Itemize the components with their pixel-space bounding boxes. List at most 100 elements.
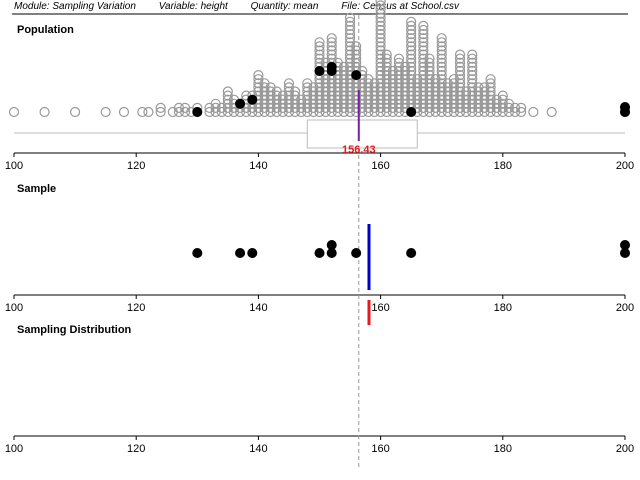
sample-point bbox=[620, 248, 630, 258]
population-point bbox=[418, 41, 429, 52]
population-point bbox=[406, 28, 417, 40]
population-box bbox=[306, 119, 418, 149]
x-tick-label-population: 200 bbox=[616, 160, 634, 172]
population-point bbox=[418, 37, 429, 48]
population-point bbox=[8, 106, 20, 118]
population-point bbox=[436, 53, 447, 64]
x-tick-label-sample: 160 bbox=[371, 302, 389, 314]
population-point bbox=[528, 106, 539, 118]
population-point bbox=[454, 53, 466, 64]
population-point bbox=[326, 45, 337, 56]
population-point bbox=[326, 49, 337, 60]
x-tick-label-distribution: 180 bbox=[494, 443, 512, 455]
population-point bbox=[351, 53, 362, 64]
population-point bbox=[406, 49, 417, 60]
population-point bbox=[454, 57, 466, 68]
sample-point bbox=[326, 248, 337, 258]
population-point bbox=[485, 86, 496, 97]
population-point bbox=[344, 12, 356, 23]
population-sampled-point bbox=[326, 61, 337, 72]
population-point bbox=[424, 53, 435, 64]
population-point bbox=[516, 106, 527, 118]
population-point bbox=[155, 102, 166, 114]
population-point bbox=[454, 69, 466, 81]
x-tick-label-population: 180 bbox=[494, 160, 512, 172]
population-point bbox=[351, 45, 362, 56]
population-point bbox=[381, 57, 392, 68]
population-point bbox=[375, 4, 386, 15]
population-point bbox=[467, 74, 478, 85]
x-tick-label-distribution: 100 bbox=[5, 443, 23, 455]
population-point bbox=[436, 37, 447, 48]
population-sampled-point bbox=[620, 102, 630, 112]
population-point bbox=[406, 33, 417, 44]
population-point bbox=[406, 45, 417, 56]
population-point bbox=[351, 41, 362, 52]
population-point bbox=[418, 33, 429, 44]
population-sampled-point bbox=[192, 107, 203, 117]
population-point bbox=[436, 69, 447, 81]
sample-point bbox=[247, 248, 258, 258]
population-point bbox=[485, 82, 496, 93]
sampling-distribution-title: Sampling Distribution bbox=[17, 324, 132, 336]
sample-point bbox=[235, 248, 246, 258]
population-point bbox=[344, 16, 356, 27]
population-point bbox=[467, 53, 478, 64]
population-point bbox=[375, 16, 386, 27]
population-point bbox=[516, 102, 527, 114]
file-label: File: Census at School.csv bbox=[341, 1, 460, 12]
population-point bbox=[454, 61, 466, 73]
population-point bbox=[497, 90, 508, 101]
x-tick-label-sample: 140 bbox=[249, 302, 267, 314]
population-point bbox=[375, 20, 386, 31]
population-mean-label: 156.43 bbox=[342, 144, 376, 156]
x-tick-label-sample: 100 bbox=[5, 302, 23, 314]
population-point bbox=[454, 78, 466, 89]
population-point bbox=[436, 45, 447, 56]
x-tick-label-population: 140 bbox=[249, 160, 267, 172]
population-point bbox=[406, 65, 417, 77]
population-point bbox=[326, 33, 337, 44]
population-point bbox=[381, 53, 392, 64]
sample-point bbox=[351, 248, 362, 258]
population-point bbox=[314, 49, 325, 60]
population-point bbox=[406, 53, 417, 64]
population-point bbox=[454, 65, 466, 77]
sample-title: Sample bbox=[17, 183, 56, 195]
x-tick-label-population: 100 bbox=[5, 160, 23, 172]
population-point bbox=[406, 61, 417, 73]
x-tick-label-sample: 180 bbox=[494, 302, 512, 314]
population-point bbox=[344, 20, 356, 31]
population-point bbox=[424, 61, 435, 73]
population-point bbox=[406, 20, 417, 31]
population-point bbox=[467, 61, 478, 73]
population-point bbox=[344, 28, 356, 40]
x-tick-label-distribution: 200 bbox=[616, 443, 634, 455]
population-point bbox=[467, 69, 478, 81]
sample-point bbox=[314, 248, 325, 258]
population-point bbox=[436, 49, 447, 60]
population-point bbox=[546, 106, 557, 118]
population-point bbox=[454, 74, 466, 85]
population-point bbox=[436, 33, 447, 44]
population-point bbox=[485, 78, 496, 89]
population-point bbox=[467, 49, 478, 60]
population-point bbox=[381, 49, 392, 60]
sample-point bbox=[326, 240, 337, 250]
module-header: Module: Sampling Variation Variable: hei… bbox=[14, 1, 479, 15]
population-sampled-point bbox=[351, 70, 362, 81]
population-point bbox=[375, 37, 386, 48]
population-point bbox=[314, 41, 325, 52]
x-tick-label-population: 120 bbox=[127, 160, 145, 172]
population-point bbox=[314, 45, 325, 56]
population-point bbox=[118, 106, 130, 118]
population-point bbox=[454, 49, 466, 60]
population-point bbox=[253, 69, 264, 81]
sample-point bbox=[620, 240, 630, 250]
population-point bbox=[406, 37, 417, 48]
population-point bbox=[375, 24, 386, 36]
population-point bbox=[418, 24, 429, 36]
population-point bbox=[100, 106, 111, 118]
population-point bbox=[467, 65, 478, 77]
